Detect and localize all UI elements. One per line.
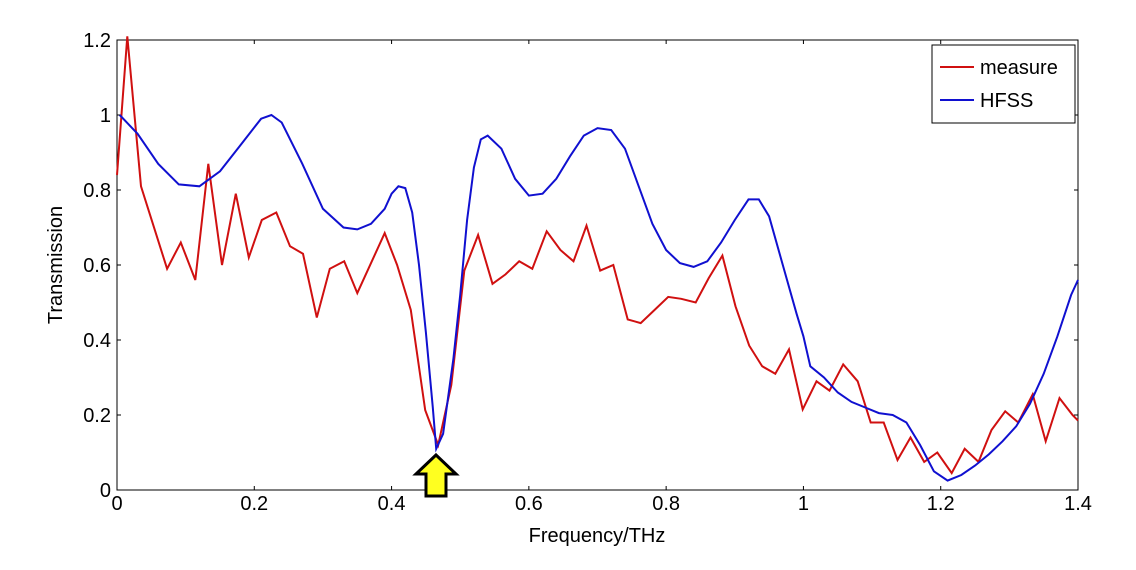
x-tick-label: 0 — [111, 493, 122, 515]
arrow-annotation — [412, 452, 460, 498]
y-tick-label: 0.6 — [83, 255, 111, 277]
x-tick-label: 1.4 — [1064, 493, 1092, 515]
y-axis-label: Transmission — [45, 206, 67, 324]
legend-label: measure — [980, 57, 1058, 79]
series-line — [118, 113, 1079, 482]
x-tick-label: 1 — [798, 493, 809, 515]
x-tick-label: 0.4 — [378, 493, 406, 515]
x-tick-label: 0.8 — [652, 493, 680, 515]
legend-box — [931, 44, 1076, 124]
y-tick-label: 0.4 — [83, 330, 111, 352]
x-axis-label: Frequency/THz — [529, 525, 666, 547]
series-line — [116, 36, 1079, 476]
y-tick-label: 0.8 — [83, 180, 111, 202]
legend-label: HFSS — [980, 90, 1033, 112]
y-tick-label: 0.2 — [83, 405, 111, 427]
y-tick-label: 1.2 — [83, 30, 111, 52]
x-tick-label: 0.6 — [515, 493, 543, 515]
x-tick-label: 0.2 — [240, 493, 268, 515]
plot: 0 0.2 0.4 0.6 0.8 1 1.2 1.4 0 0.2 0.4 0.6 0.8 1 1.2 mea… — [83, 30, 1092, 515]
y-tick-label: 0 — [100, 480, 111, 502]
x-tick-label: 1.2 — [927, 493, 955, 515]
y-tick-label: 1 — [100, 105, 111, 127]
